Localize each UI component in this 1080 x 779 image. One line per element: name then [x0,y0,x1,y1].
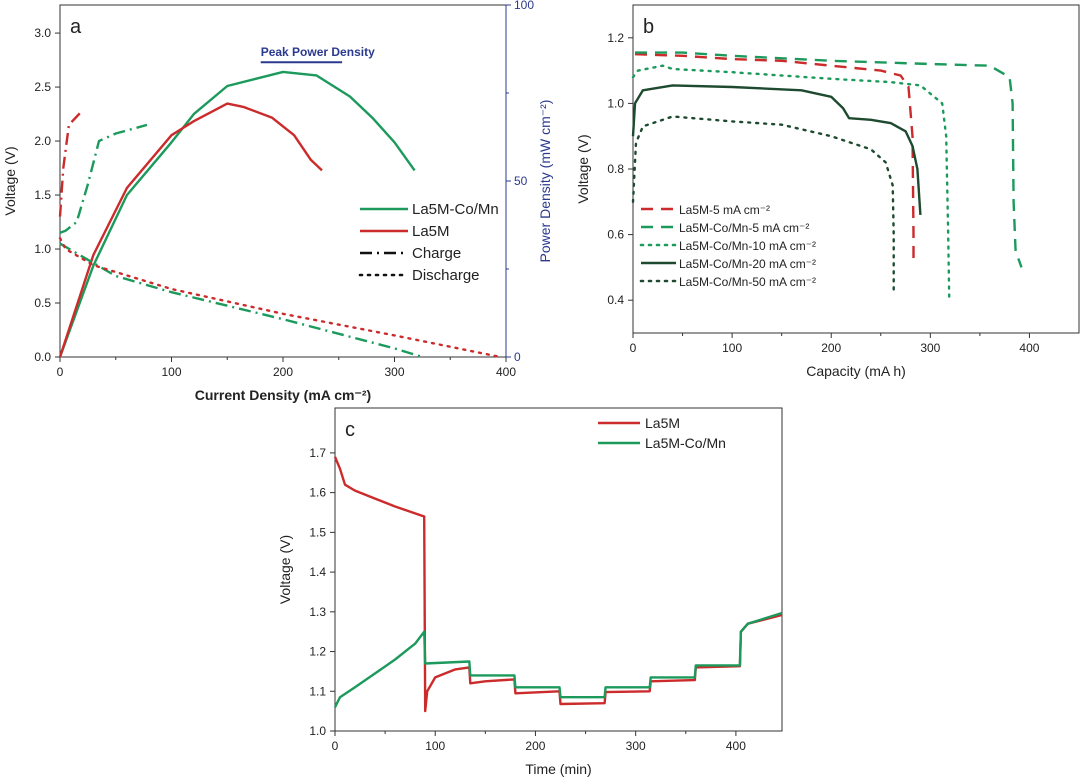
x-tick-label: 200 [525,739,545,753]
y-axis-title: Voltage (V) [277,535,293,604]
series-line-la5m-co-mn-power [58,70,416,358]
legend-label: Charge [412,245,461,262]
series-line-la5m-co-mn [333,611,783,708]
panel-c: c 0 100 200 300 400 1.0 1.1 1.2 1.3 1.4 1.5 1.6 1.7 Ti… [277,407,783,777]
y2-tick-label: 100 [514,0,534,12]
series-line-la5m-co-mn-20-ma-cm- [631,84,922,215]
x-tick-label: 200 [273,365,293,379]
x-tick-label: 200 [821,341,841,355]
y2-tick-label: 50 [514,174,528,188]
y-tick-label: 1.5 [309,525,326,539]
series-line-la5m-co-mn-charge [59,123,148,234]
x-tick-label: 100 [425,739,445,753]
y2-axis-title: Power Density (mW cm⁻²) [537,100,553,263]
y-tick-label: 0.6 [607,228,624,242]
legend-label: La5M-Co/Mn-50 mA cm⁻² [679,275,816,289]
series-line-la5m [333,456,783,713]
x-tick-label: 300 [920,341,940,355]
series-line-la5m-co-mn-50-ma-cm- [631,115,895,295]
x-tick-label: 0 [332,739,339,753]
legend: La5M-Co/Mn La5M Charge Discharge [358,201,499,284]
y-tick-label: 1.2 [309,645,326,659]
panel-label: c [345,419,355,441]
y-tick-label: 1.1 [309,684,326,698]
x-tick-label: 400 [1019,341,1039,355]
legend-label: La5M-5 mA cm⁻² [679,203,770,217]
legend-label: Discharge [412,267,480,284]
legend-label: La5M-Co/Mn-10 mA cm⁻² [679,239,816,253]
y-tick-label: 1.0 [34,242,51,256]
legend-label: La5M-Co/Mn-20 mA cm⁻² [679,257,816,271]
legend-label: La5M-Co/Mn-5 mA cm⁻² [679,221,809,235]
x-tick-label: 300 [626,739,646,753]
series-line-la5m-power [58,102,323,358]
y-tick-label: 1.7 [309,446,326,460]
series-line-la5m-co-mn-10-ma-cm- [631,64,951,299]
x-tick-label: 0 [57,365,64,379]
legend: La5M-5 mA cm⁻² La5M-Co/Mn-5 mA cm⁻² La5M-C… [639,203,816,289]
x-tick-label: 300 [384,365,404,379]
series-line-la5m-charge [58,112,81,217]
y-tick-label: 3.0 [34,26,51,40]
y-tick-label: 1.0 [309,724,326,738]
panel-a: a 0 100 200 300 400 0.0 0.5 1.0 1.5 2.0 2.5 3.0 0 50 10… [2,0,553,403]
legend-label: La5M-Co/Mn [412,201,499,218]
x-tick-label: 0 [630,341,637,355]
plot-frame [334,407,783,732]
y-axis-title: Voltage (V) [2,146,18,215]
peak-power-annotation: Peak Power Density [261,45,375,59]
y-tick-label: 1.2 [607,31,624,45]
y-tick-label: 1.5 [34,188,51,202]
legend-label: La5M [645,415,680,431]
series-line-la5m-co-mn-discharge [59,242,423,359]
series-line-la5m-co-mn-5-ma-cm- [635,51,1023,268]
y-tick-label: 0.8 [607,162,624,176]
legend-label: La5M [412,223,450,240]
legend-label: La5M-Co/Mn [645,435,726,451]
y-tick-label: 0.4 [607,293,624,307]
panel-label: b [643,16,654,38]
x-axis-title: Time (min) [525,761,591,777]
y-tick-label: 1.4 [309,565,326,579]
y-tick-label: 1.3 [309,605,326,619]
panel-b: b 0 100 200 300 400 0.4 0.6 0.8 1.0 1.2 Capacity (m… [575,4,1080,379]
y-axis-title: Voltage (V) [575,134,591,203]
legend: La5M La5M-Co/Mn [598,415,726,451]
series-line-la5m-5-ma-cm- [634,53,915,261]
y-tick-label: 0.0 [34,350,51,364]
y2-tick-label: 0 [514,350,521,364]
x-tick-label: 400 [726,739,746,753]
series-line-la5m-discharge [58,236,502,359]
y-tick-label: 1.6 [309,486,326,500]
x-tick-label: 400 [496,365,516,379]
y-tick-label: 2.5 [34,80,51,94]
x-tick-label: 100 [161,365,181,379]
x-axis-title: Capacity (mA h) [806,363,906,379]
y-tick-label: 0.5 [34,296,51,310]
y-tick-label: 1.0 [607,96,624,110]
y-tick-label: 2.0 [34,134,51,148]
panel-label: a [70,16,82,38]
x-axis-title: Current Density (mA cm⁻²) [195,387,371,403]
x-tick-label: 100 [722,341,742,355]
